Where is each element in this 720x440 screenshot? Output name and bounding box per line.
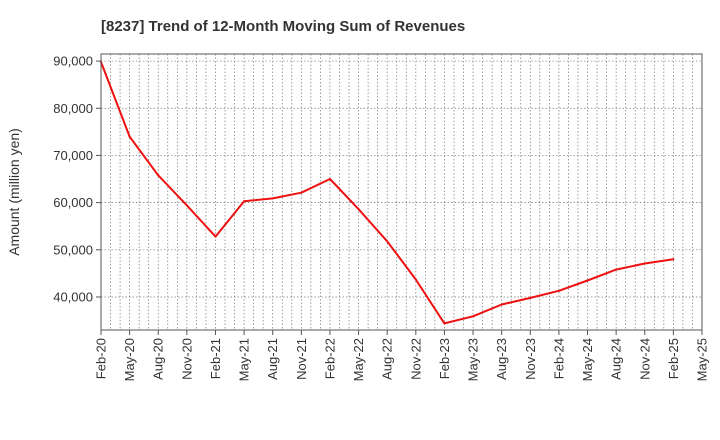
data-point <box>529 296 532 299</box>
data-point <box>500 303 503 306</box>
y-tick-label: 70,000 <box>53 148 93 163</box>
x-tick-label: May-20 <box>122 338 137 381</box>
x-tick-label: Feb-22 <box>322 338 337 379</box>
chart-title: [8237] Trend of 12-Month Moving Sum of R… <box>101 18 465 35</box>
x-tick-label: May-25 <box>695 338 710 381</box>
data-point <box>557 289 560 292</box>
y-tick-label: 80,000 <box>53 101 93 116</box>
x-tick-label: May-22 <box>351 338 366 381</box>
data-point <box>615 268 618 271</box>
plot-area-frame <box>100 53 703 331</box>
data-point <box>472 315 475 318</box>
data-point <box>357 208 360 211</box>
x-tick-label: Feb-20 <box>94 338 109 379</box>
data-point <box>185 204 188 207</box>
x-tick-label: Nov-23 <box>523 338 538 380</box>
data-point <box>443 322 446 325</box>
x-tick-label: Feb-23 <box>437 338 452 379</box>
y-axis-label: Amount (million yen) <box>6 128 22 256</box>
data-point <box>328 178 331 181</box>
y-tick-label: 50,000 <box>53 242 93 257</box>
x-tick-label: Nov-20 <box>179 338 194 380</box>
x-tick-label: May-23 <box>466 338 481 381</box>
x-tick-label: Aug-20 <box>151 338 166 380</box>
data-point <box>157 174 160 177</box>
x-tick-label: Aug-21 <box>265 338 280 380</box>
y-tick-label: 60,000 <box>53 195 93 210</box>
x-tick-label: Nov-21 <box>294 338 309 380</box>
x-tick-label: Aug-23 <box>494 338 509 380</box>
x-tick-label: Aug-24 <box>609 338 624 380</box>
x-axis-ticks: Feb-20 May-20 Aug-20 Nov-20 Feb-21 May-21 Aug-… <box>94 330 710 381</box>
data-point <box>414 278 417 281</box>
data-point <box>214 235 217 238</box>
data-point <box>243 200 246 203</box>
x-tick-label: Nov-22 <box>408 338 423 380</box>
x-tick-label: Nov-24 <box>637 338 652 380</box>
data-point <box>386 240 389 243</box>
y-axis-ticks: 40,000 50,000 60,000 70,000 80,000 90,000 <box>53 54 101 304</box>
data-point <box>643 262 646 265</box>
x-tick-label: Feb-21 <box>208 338 223 379</box>
x-tick-label: May-24 <box>580 338 595 381</box>
x-tick-label: May-21 <box>237 338 252 381</box>
x-tick-label: Aug-22 <box>380 338 395 380</box>
x-tick-label: Feb-25 <box>666 338 681 379</box>
data-point <box>271 197 274 200</box>
revenue-line <box>100 61 674 325</box>
data-point <box>672 258 675 261</box>
y-tick-label: 40,000 <box>53 289 93 304</box>
data-point <box>300 191 303 194</box>
grid-lines <box>101 54 702 330</box>
data-point <box>128 135 131 138</box>
y-tick-label: 90,000 <box>53 54 93 69</box>
data-point <box>586 279 589 282</box>
x-tick-label: Feb-24 <box>551 338 566 379</box>
series-layer <box>100 61 675 325</box>
